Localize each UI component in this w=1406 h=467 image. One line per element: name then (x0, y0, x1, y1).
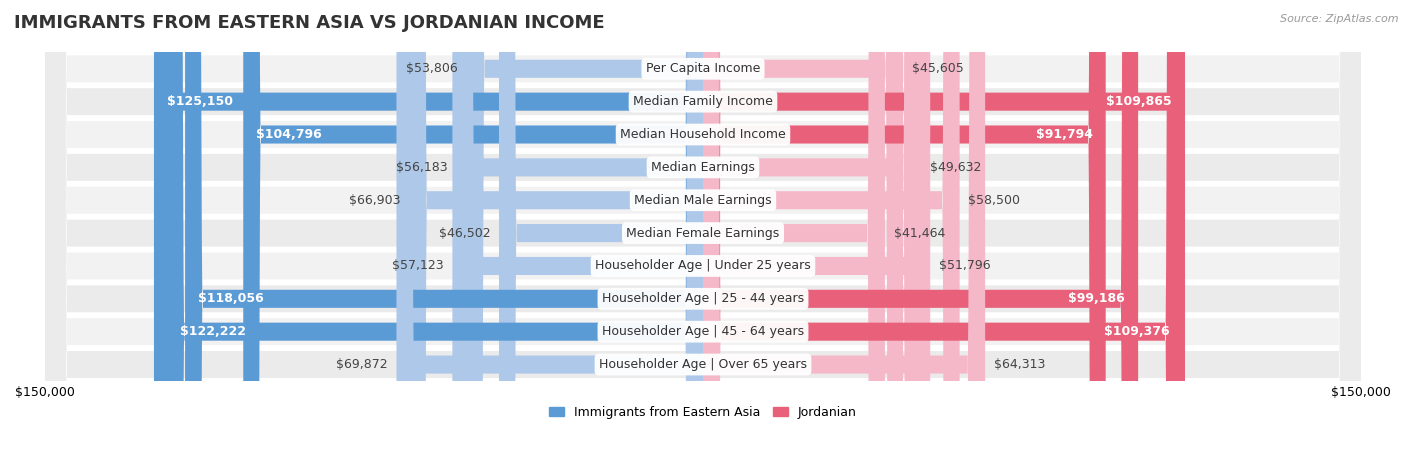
Text: Householder Age | 45 - 64 years: Householder Age | 45 - 64 years (602, 325, 804, 338)
Text: $109,376: $109,376 (1104, 325, 1170, 338)
Text: $46,502: $46,502 (439, 226, 491, 240)
Text: $99,186: $99,186 (1069, 292, 1125, 305)
FancyBboxPatch shape (703, 0, 884, 467)
FancyBboxPatch shape (167, 0, 703, 467)
Text: Median Male Earnings: Median Male Earnings (634, 194, 772, 207)
FancyBboxPatch shape (45, 0, 1361, 467)
Text: IMMIGRANTS FROM EASTERN ASIA VS JORDANIAN INCOME: IMMIGRANTS FROM EASTERN ASIA VS JORDANIA… (14, 14, 605, 32)
Text: $66,903: $66,903 (349, 194, 401, 207)
FancyBboxPatch shape (453, 0, 703, 467)
FancyBboxPatch shape (45, 0, 1361, 467)
FancyBboxPatch shape (703, 0, 1185, 467)
Text: $104,796: $104,796 (256, 128, 322, 141)
Text: $109,865: $109,865 (1107, 95, 1171, 108)
FancyBboxPatch shape (243, 0, 703, 467)
Text: Median Family Income: Median Family Income (633, 95, 773, 108)
FancyBboxPatch shape (499, 0, 703, 467)
FancyBboxPatch shape (45, 0, 1361, 467)
FancyBboxPatch shape (45, 0, 1361, 467)
Text: $51,796: $51,796 (939, 260, 991, 272)
Text: $91,794: $91,794 (1036, 128, 1092, 141)
FancyBboxPatch shape (45, 0, 1361, 467)
FancyBboxPatch shape (703, 0, 903, 467)
Text: Median Earnings: Median Earnings (651, 161, 755, 174)
FancyBboxPatch shape (186, 0, 703, 467)
Text: $58,500: $58,500 (969, 194, 1021, 207)
FancyBboxPatch shape (45, 0, 1361, 467)
Text: $49,632: $49,632 (929, 161, 981, 174)
Text: Per Capita Income: Per Capita Income (645, 62, 761, 75)
Text: $118,056: $118,056 (198, 292, 264, 305)
FancyBboxPatch shape (703, 0, 1182, 467)
FancyBboxPatch shape (45, 0, 1361, 467)
Text: $122,222: $122,222 (180, 325, 246, 338)
Text: Householder Age | Under 25 years: Householder Age | Under 25 years (595, 260, 811, 272)
FancyBboxPatch shape (153, 0, 703, 467)
FancyBboxPatch shape (45, 0, 1361, 467)
FancyBboxPatch shape (703, 0, 986, 467)
Text: $56,183: $56,183 (396, 161, 447, 174)
Text: $125,150: $125,150 (167, 95, 233, 108)
Text: $69,872: $69,872 (336, 358, 388, 371)
Text: $53,806: $53,806 (406, 62, 458, 75)
Text: Median Household Income: Median Household Income (620, 128, 786, 141)
FancyBboxPatch shape (703, 0, 921, 467)
Text: Source: ZipAtlas.com: Source: ZipAtlas.com (1281, 14, 1399, 24)
Text: Householder Age | 25 - 44 years: Householder Age | 25 - 44 years (602, 292, 804, 305)
Text: Householder Age | Over 65 years: Householder Age | Over 65 years (599, 358, 807, 371)
FancyBboxPatch shape (703, 0, 931, 467)
FancyBboxPatch shape (396, 0, 703, 467)
Text: $57,123: $57,123 (392, 260, 444, 272)
FancyBboxPatch shape (45, 0, 1361, 467)
Text: $41,464: $41,464 (894, 226, 945, 240)
FancyBboxPatch shape (467, 0, 703, 467)
FancyBboxPatch shape (457, 0, 703, 467)
FancyBboxPatch shape (703, 0, 1105, 467)
Text: $45,605: $45,605 (912, 62, 963, 75)
FancyBboxPatch shape (703, 0, 960, 467)
FancyBboxPatch shape (703, 0, 1137, 467)
FancyBboxPatch shape (409, 0, 703, 467)
Text: $64,313: $64,313 (994, 358, 1045, 371)
FancyBboxPatch shape (45, 0, 1361, 467)
Legend: Immigrants from Eastern Asia, Jordanian: Immigrants from Eastern Asia, Jordanian (544, 401, 862, 424)
Text: Median Female Earnings: Median Female Earnings (627, 226, 779, 240)
